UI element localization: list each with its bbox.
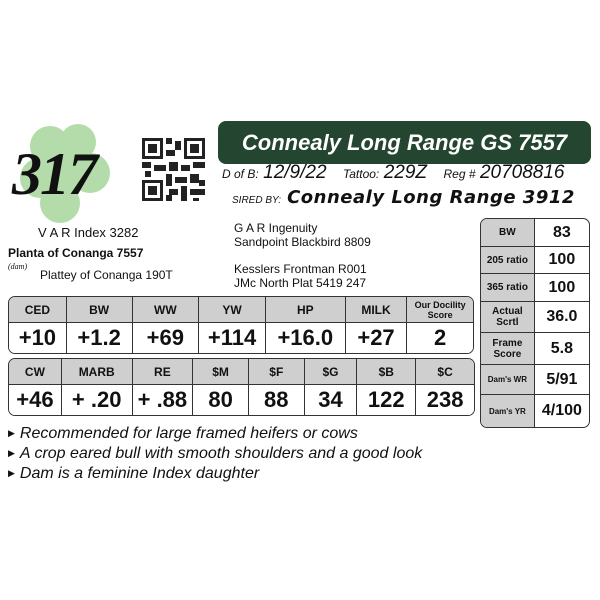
dob-label: D of B: bbox=[222, 167, 259, 181]
performance-row: 365 ratio 100 bbox=[481, 274, 589, 302]
epd-value: 2 bbox=[407, 323, 473, 353]
maternal-granddam: JMc North Plat 5419 247 bbox=[234, 276, 367, 290]
performance-value: 5.8 bbox=[534, 333, 589, 365]
sire-dam: Sandpoint Blackbird 8809 bbox=[234, 235, 371, 249]
dob-value: 12/9/22 bbox=[263, 162, 327, 183]
performance-label: Actual Scrtl bbox=[481, 302, 535, 333]
epd-value: +46 bbox=[9, 385, 62, 415]
epd-header: HP bbox=[265, 297, 346, 323]
note-item: ▶ A crop eared bull with smooth shoulders… bbox=[8, 445, 423, 462]
note-item: ▶ Dam is a feminine Index daughter bbox=[8, 465, 260, 482]
tattoo-label: Tattoo: bbox=[343, 167, 380, 181]
dam-label: (dam) bbox=[8, 262, 28, 271]
sire-name: Connealy Long Range 3912 bbox=[287, 187, 575, 208]
sire-sire: G A R Ingenuity bbox=[234, 221, 318, 235]
performance-row: Frame Score 5.8 bbox=[481, 333, 589, 365]
performance-value: 4/100 bbox=[541, 402, 582, 419]
epd-value: +1.2 bbox=[66, 323, 133, 353]
performance-value: 83 bbox=[534, 219, 589, 247]
tattoo-value: 229Z bbox=[383, 162, 428, 183]
performance-row: Dam's YR 4/100 bbox=[481, 395, 589, 427]
epd-header: MARB bbox=[61, 359, 133, 385]
animal-name-banner: Connealy Long Range GS 7557 bbox=[218, 121, 591, 164]
epd-header: WW bbox=[132, 297, 200, 323]
epd-value: 88 bbox=[248, 385, 305, 415]
qr-code[interactable] bbox=[142, 138, 205, 201]
epd-value: 238 bbox=[416, 385, 474, 415]
performance-label: Dam's YR bbox=[481, 395, 535, 427]
epd-value: +114 bbox=[199, 323, 266, 353]
performance-row: 205 ratio 100 bbox=[481, 247, 589, 274]
performance-label: 205 ratio bbox=[481, 247, 535, 274]
dam-name: Planta of Conanga 7557 bbox=[8, 246, 144, 260]
performance-label: 365 ratio bbox=[481, 274, 535, 302]
epd-header: RE bbox=[132, 359, 194, 385]
epd-header: Our Docility Score bbox=[407, 297, 473, 323]
bullet-icon: ▶ bbox=[8, 428, 15, 438]
epd-value: +10 bbox=[9, 323, 67, 353]
performance-value: 100 bbox=[534, 247, 589, 274]
sire-label: SIRED BY: bbox=[232, 195, 282, 206]
var-index: V A R Index 3282 bbox=[38, 225, 139, 240]
birth-info: D of B: 12/9/22 Tattoo: 229Z Reg # 20708… bbox=[222, 162, 577, 184]
epd-header: MILK bbox=[345, 297, 408, 323]
reg-label: Reg # bbox=[443, 167, 476, 181]
reg-value: 20708816 bbox=[479, 162, 565, 183]
epd-table-2: CW MARB RE $M $F $G $B $C +46 + .20 + .88 80 88 34 122… bbox=[8, 358, 475, 416]
epd-header: $G bbox=[304, 359, 358, 385]
epd-header: $C bbox=[416, 359, 474, 385]
epd-header: YW bbox=[199, 297, 266, 323]
performance-label: Dam's WR bbox=[481, 365, 535, 395]
epd-header: CW bbox=[9, 359, 62, 385]
performance-value: 5/91 bbox=[534, 365, 589, 395]
performance-value: 100 bbox=[534, 274, 589, 302]
epd-value: 34 bbox=[304, 385, 358, 415]
epd-value: 122 bbox=[357, 385, 417, 415]
performance-row: Dam's WR 5/91 bbox=[481, 365, 589, 395]
performance-label: Frame Score bbox=[481, 333, 535, 365]
epd-header: $F bbox=[248, 359, 305, 385]
epd-value: +69 bbox=[132, 323, 200, 353]
bullet-icon: ▶ bbox=[8, 468, 15, 478]
epd-table-1: CED BW WW YW HP MILK Our Docility Score +10 +1.2… bbox=[8, 296, 474, 354]
epd-value: +27 bbox=[345, 323, 408, 353]
epd-value: +16.0 bbox=[265, 323, 346, 353]
epd-header: $M bbox=[193, 359, 249, 385]
epd-value: 80 bbox=[193, 385, 249, 415]
epd-header: BW bbox=[66, 297, 133, 323]
epd-value: + .20 bbox=[61, 385, 133, 415]
performance-label: BW bbox=[481, 219, 535, 247]
note-item: ▶ Recommended for large framed heifers or… bbox=[8, 425, 358, 442]
performance-value: 36.0 bbox=[534, 302, 589, 333]
performance-row: BW 83 bbox=[481, 219, 589, 247]
performance-table: BW 83 205 ratio 100 365 ratio 100 Actual Scrtl… bbox=[480, 218, 590, 428]
epd-value: + .88 bbox=[132, 385, 194, 415]
clover-logo bbox=[20, 124, 110, 223]
epd-header: CED bbox=[9, 297, 67, 323]
sire-line: SIRED BY: Connealy Long Range 3912 bbox=[232, 187, 575, 208]
bullet-icon: ▶ bbox=[8, 448, 15, 458]
maternal-grandsire: Kesslers Frontman R001 bbox=[234, 262, 367, 276]
lot-number: 317 bbox=[12, 141, 98, 207]
epd-header: $B bbox=[357, 359, 417, 385]
performance-row: Actual Scrtl 36.0 bbox=[481, 302, 589, 333]
dam-sire: Plattey of Conanga 190T bbox=[40, 268, 173, 282]
